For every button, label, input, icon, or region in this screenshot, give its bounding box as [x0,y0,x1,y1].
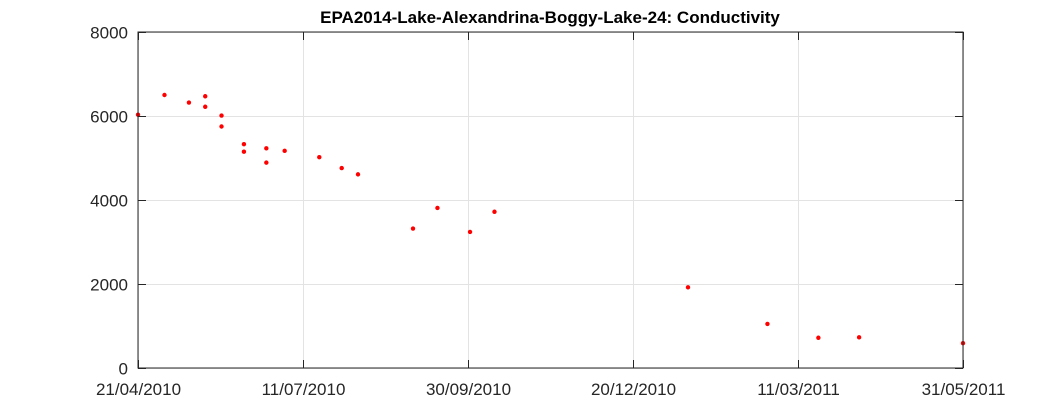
data-point [186,100,192,105]
x-tick-label: 11/03/2011 [757,380,840,399]
data-point [355,172,361,177]
y-tick-label: 6000 [90,108,128,127]
data-point [241,141,247,147]
data-point [435,205,440,211]
data-point [282,148,287,154]
data-point [203,104,208,109]
data-point [467,229,473,235]
chart-title: EPA2014-Lake-Alexandrina-Boggy-Lake-24: … [320,8,780,27]
x-tick-label: 31/05/2011 [922,380,1006,399]
data-point [317,154,322,160]
data-point [264,146,269,151]
data-point [856,335,862,340]
x-tick-label: 11/07/2010 [262,380,346,399]
y-tick-label: 2000 [90,276,128,295]
data-point [492,209,497,214]
data-point [339,165,344,171]
data-point [219,113,224,118]
data-point [264,160,269,165]
y-tick-label: 0 [119,360,128,379]
x-tick-label: 21/04/2010 [96,380,181,399]
data-point [219,124,224,129]
data-point [765,321,770,327]
y-tick-label: 4000 [90,192,128,211]
axis-ticks: 21/04/2010 11/07/2010 30/09/2010 20/12/2010… [90,24,1005,400]
data-points [135,92,966,346]
x-tick-label: 20/12/2010 [591,380,676,399]
x-tick-label: 30/09/2010 [426,380,511,399]
data-point [685,285,691,290]
data-point [410,226,416,231]
data-point [816,335,821,340]
data-point [241,149,247,154]
data-point [162,92,167,98]
y-tick-label: 8000 [90,24,128,43]
data-point [203,94,208,99]
